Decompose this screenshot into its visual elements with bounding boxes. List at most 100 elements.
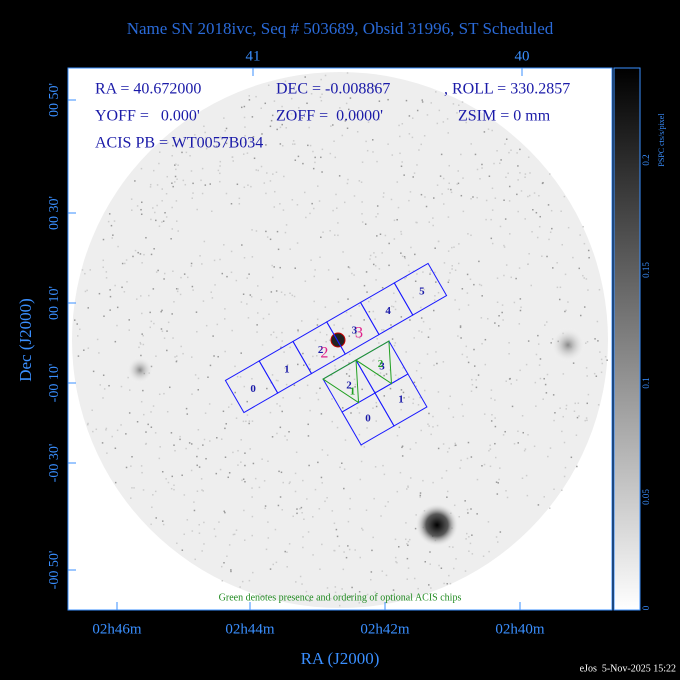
speckle: [454, 442, 456, 445]
speckle: [493, 162, 495, 165]
speckle: [309, 144, 312, 147]
speckle: [374, 466, 377, 468]
speckle: [398, 426, 401, 429]
speckle: [359, 478, 362, 481]
speckle: [369, 258, 371, 260]
speckle: [443, 582, 445, 585]
speckle: [91, 409, 93, 412]
chip-label: 1: [284, 363, 290, 375]
speckle: [439, 175, 442, 177]
speckle: [562, 415, 564, 418]
speckle: [399, 471, 402, 474]
speckle: [527, 156, 530, 158]
speckle: [335, 528, 338, 531]
speckle: [334, 368, 337, 370]
speckle: [498, 478, 500, 481]
speckle: [396, 218, 398, 221]
speckle: [324, 74, 327, 77]
speckle: [251, 420, 254, 422]
speckle: [438, 564, 440, 567]
speckle: [400, 233, 403, 235]
speckle: [113, 220, 116, 222]
speckle: [535, 211, 538, 214]
speckle: [508, 378, 511, 380]
speckle: [308, 126, 310, 129]
speckle: [392, 589, 395, 591]
speckle: [595, 375, 598, 377]
speckle: [248, 273, 250, 275]
speckle: [76, 323, 78, 325]
speckle: [223, 244, 225, 246]
speckle: [331, 510, 334, 512]
speckle: [407, 567, 410, 569]
speckle: [140, 295, 142, 297]
speckle: [125, 259, 128, 261]
speckle: [561, 243, 563, 246]
speckle: [363, 319, 365, 321]
speckle: [139, 341, 142, 344]
speckle: [321, 171, 323, 173]
speckle: [401, 446, 403, 449]
speckle: [128, 389, 131, 391]
speckle: [425, 205, 428, 208]
speckle: [260, 299, 262, 301]
speckle: [170, 432, 173, 434]
speckle: [470, 143, 472, 145]
speckle: [95, 428, 98, 431]
info: , ROLL = 330.2857: [444, 81, 570, 98]
speckle: [487, 521, 490, 523]
x-tick-label: 02h40m: [495, 621, 545, 637]
speckle: [150, 218, 152, 221]
speckle: [508, 200, 511, 202]
speckle: [98, 352, 100, 354]
speckle: [190, 262, 193, 265]
speckle: [296, 242, 299, 244]
speckle: [466, 292, 469, 294]
speckle: [259, 593, 261, 596]
speckle: [164, 211, 166, 214]
speckle: [517, 210, 519, 213]
speckle: [211, 210, 213, 213]
speckle: [405, 99, 408, 102]
aimpoint-label: 2: [320, 345, 328, 362]
speckle: [408, 199, 410, 202]
speckle: [338, 175, 341, 177]
speckle: [349, 497, 351, 500]
speckle: [76, 335, 79, 337]
speckle: [136, 298, 138, 300]
speckle: [418, 149, 420, 151]
speckle: [533, 445, 536, 448]
y-axis-label: Dec (J2000): [16, 298, 35, 382]
speckle: [397, 206, 400, 209]
speckle: [181, 474, 183, 477]
speckle: [394, 538, 397, 541]
speckle: [387, 501, 389, 503]
speckle: [219, 136, 222, 138]
speckle: [106, 452, 108, 454]
target: [330, 332, 346, 348]
speckle: [414, 253, 416, 256]
speckle: [468, 550, 470, 552]
speckle: [213, 259, 216, 262]
speckle: [175, 220, 178, 222]
speckle: [378, 342, 380, 344]
speckle: [529, 172, 531, 174]
speckle: [179, 293, 182, 296]
speckle: [351, 391, 353, 394]
speckle: [491, 242, 494, 245]
speckle: [160, 310, 162, 313]
speckle: [256, 312, 259, 314]
speckle: [297, 155, 300, 158]
speckle: [420, 377, 423, 379]
speckle: [435, 281, 437, 283]
speckle: [452, 416, 455, 418]
speckle: [473, 348, 475, 351]
speckle: [470, 198, 472, 200]
speckle: [308, 363, 311, 366]
speckle: [270, 119, 273, 122]
speckle: [342, 251, 344, 253]
speckle: [355, 114, 357, 116]
speckle: [294, 490, 297, 493]
speckle: [226, 275, 228, 278]
speckle: [448, 182, 450, 185]
